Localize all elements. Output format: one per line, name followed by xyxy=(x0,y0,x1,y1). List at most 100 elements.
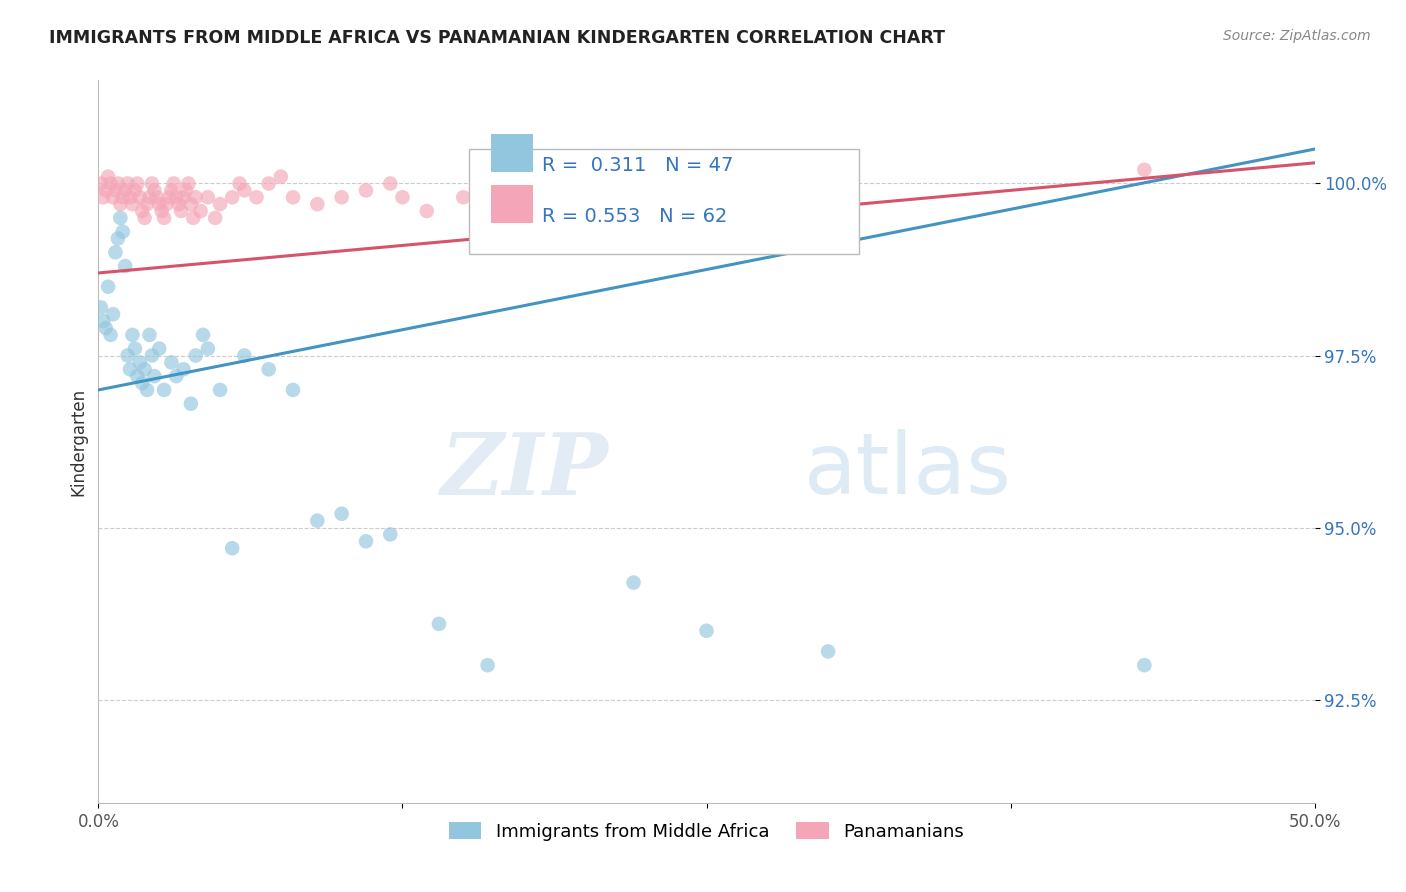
Point xyxy=(307,197,329,211)
Point xyxy=(180,397,202,411)
FancyBboxPatch shape xyxy=(470,149,859,253)
Point xyxy=(94,183,117,197)
Point xyxy=(170,204,193,219)
Text: R = 0.553   N = 62: R = 0.553 N = 62 xyxy=(543,207,728,226)
Point xyxy=(174,183,197,197)
Y-axis label: Kindergarten: Kindergarten xyxy=(69,387,87,496)
Point xyxy=(143,183,166,197)
Point xyxy=(204,211,226,225)
Point xyxy=(1133,162,1156,177)
Point xyxy=(184,190,207,204)
Point xyxy=(550,197,572,211)
Point xyxy=(94,321,117,335)
Point xyxy=(257,362,280,376)
Legend: Immigrants from Middle Africa, Panamanians: Immigrants from Middle Africa, Panamania… xyxy=(441,814,972,848)
Point xyxy=(107,231,129,245)
Point xyxy=(354,183,377,197)
Point xyxy=(107,177,129,191)
Point xyxy=(233,183,256,197)
Point xyxy=(155,197,177,211)
Point xyxy=(148,342,170,356)
Point xyxy=(257,177,280,191)
Point xyxy=(173,362,195,376)
Point xyxy=(117,349,139,363)
Point xyxy=(354,534,377,549)
Point xyxy=(380,177,402,191)
Point xyxy=(90,301,112,315)
Point xyxy=(146,190,169,204)
Point xyxy=(197,342,219,356)
Text: atlas: atlas xyxy=(804,429,1012,512)
Point xyxy=(167,197,190,211)
Point xyxy=(138,190,160,204)
Point xyxy=(380,527,402,541)
FancyBboxPatch shape xyxy=(491,135,533,172)
Point xyxy=(134,362,156,376)
Point xyxy=(114,259,136,273)
Point xyxy=(101,307,124,321)
Point xyxy=(111,190,134,204)
Point xyxy=(100,177,122,191)
Point xyxy=(91,190,114,204)
Point xyxy=(127,177,149,191)
Point xyxy=(623,575,645,590)
Point xyxy=(90,177,112,191)
Point xyxy=(453,190,475,204)
Point xyxy=(197,190,219,204)
Point xyxy=(221,190,243,204)
Point xyxy=(427,616,450,631)
Point xyxy=(150,204,173,219)
Point xyxy=(101,190,124,204)
Point xyxy=(97,169,120,184)
Point xyxy=(128,190,150,204)
Point xyxy=(127,369,149,384)
Point xyxy=(177,177,200,191)
Point xyxy=(134,211,156,225)
Point xyxy=(330,190,353,204)
Text: Source: ZipAtlas.com: Source: ZipAtlas.com xyxy=(1223,29,1371,43)
Point xyxy=(477,658,499,673)
Point xyxy=(163,177,186,191)
Point xyxy=(598,190,620,204)
Point xyxy=(165,369,187,384)
Point xyxy=(416,204,439,219)
Point xyxy=(136,197,159,211)
Point xyxy=(141,349,163,363)
FancyBboxPatch shape xyxy=(491,185,533,223)
Point xyxy=(270,169,292,184)
Point xyxy=(121,197,143,211)
Point xyxy=(281,383,304,397)
Point xyxy=(696,624,718,638)
Point xyxy=(245,190,267,204)
Point xyxy=(233,349,256,363)
Point xyxy=(157,190,180,204)
Point xyxy=(153,211,176,225)
Point xyxy=(91,314,114,328)
Point xyxy=(104,183,127,197)
Point xyxy=(180,197,202,211)
Point xyxy=(173,190,195,204)
Point xyxy=(281,190,304,204)
Point xyxy=(307,514,329,528)
Point xyxy=(330,507,353,521)
Point xyxy=(191,327,214,342)
Point xyxy=(124,342,146,356)
Point xyxy=(131,376,153,390)
Point xyxy=(131,204,153,219)
Point xyxy=(104,245,127,260)
Point xyxy=(110,197,132,211)
Point xyxy=(117,177,139,191)
Point xyxy=(184,349,207,363)
Point xyxy=(501,211,523,225)
Point xyxy=(160,183,183,197)
Point xyxy=(1133,658,1156,673)
Point xyxy=(138,327,160,342)
Point xyxy=(221,541,243,556)
Point xyxy=(391,190,413,204)
Point xyxy=(160,355,183,369)
Text: ZIP: ZIP xyxy=(441,429,609,512)
Point xyxy=(181,211,204,225)
Point xyxy=(111,225,134,239)
Point xyxy=(143,369,166,384)
Point xyxy=(100,327,122,342)
